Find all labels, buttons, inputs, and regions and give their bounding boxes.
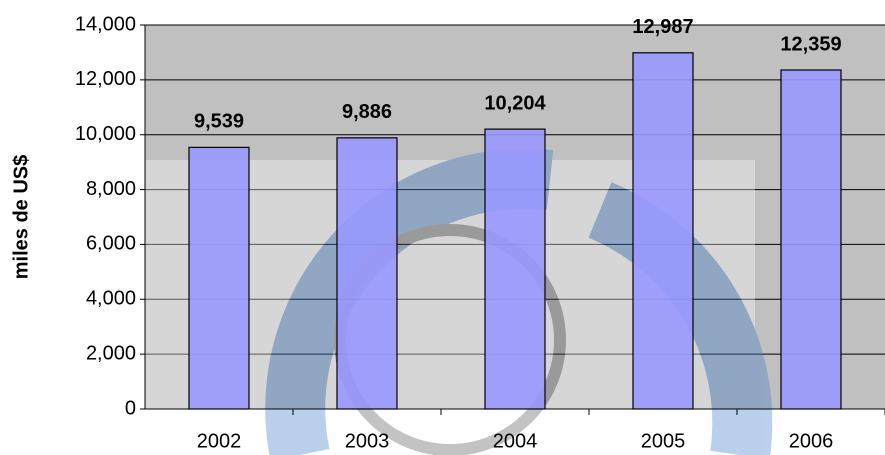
x-tick-label: 2003 <box>345 430 390 452</box>
bar <box>780 69 842 410</box>
y-tick-label: 0 <box>125 397 136 419</box>
x-tick-label: 2005 <box>641 430 686 452</box>
value-label: 10,204 <box>484 92 546 114</box>
bar <box>484 128 546 410</box>
y-tick-label: 4,000 <box>86 288 136 310</box>
y-axis-title: miles de US$ <box>10 155 32 280</box>
bar <box>632 52 694 410</box>
y-tick-label: 2,000 <box>86 342 136 364</box>
x-tick-label: 2004 <box>493 430 538 452</box>
y-tick-label: 12,000 <box>75 68 136 90</box>
x-tick-label: 2006 <box>789 430 834 452</box>
x-tick-label: 2002 <box>197 430 242 452</box>
y-tick-label: 6,000 <box>86 233 136 255</box>
value-label: 12,359 <box>780 33 841 55</box>
bar <box>336 137 398 410</box>
y-tick-label: 10,000 <box>75 123 136 145</box>
bar <box>188 146 250 410</box>
value-label: 12,987 <box>632 16 693 38</box>
value-label: 9,886 <box>342 101 392 123</box>
value-label: 9,539 <box>194 111 244 133</box>
y-tick-label: 8,000 <box>86 178 136 200</box>
y-tick-label: 14,000 <box>75 13 136 35</box>
